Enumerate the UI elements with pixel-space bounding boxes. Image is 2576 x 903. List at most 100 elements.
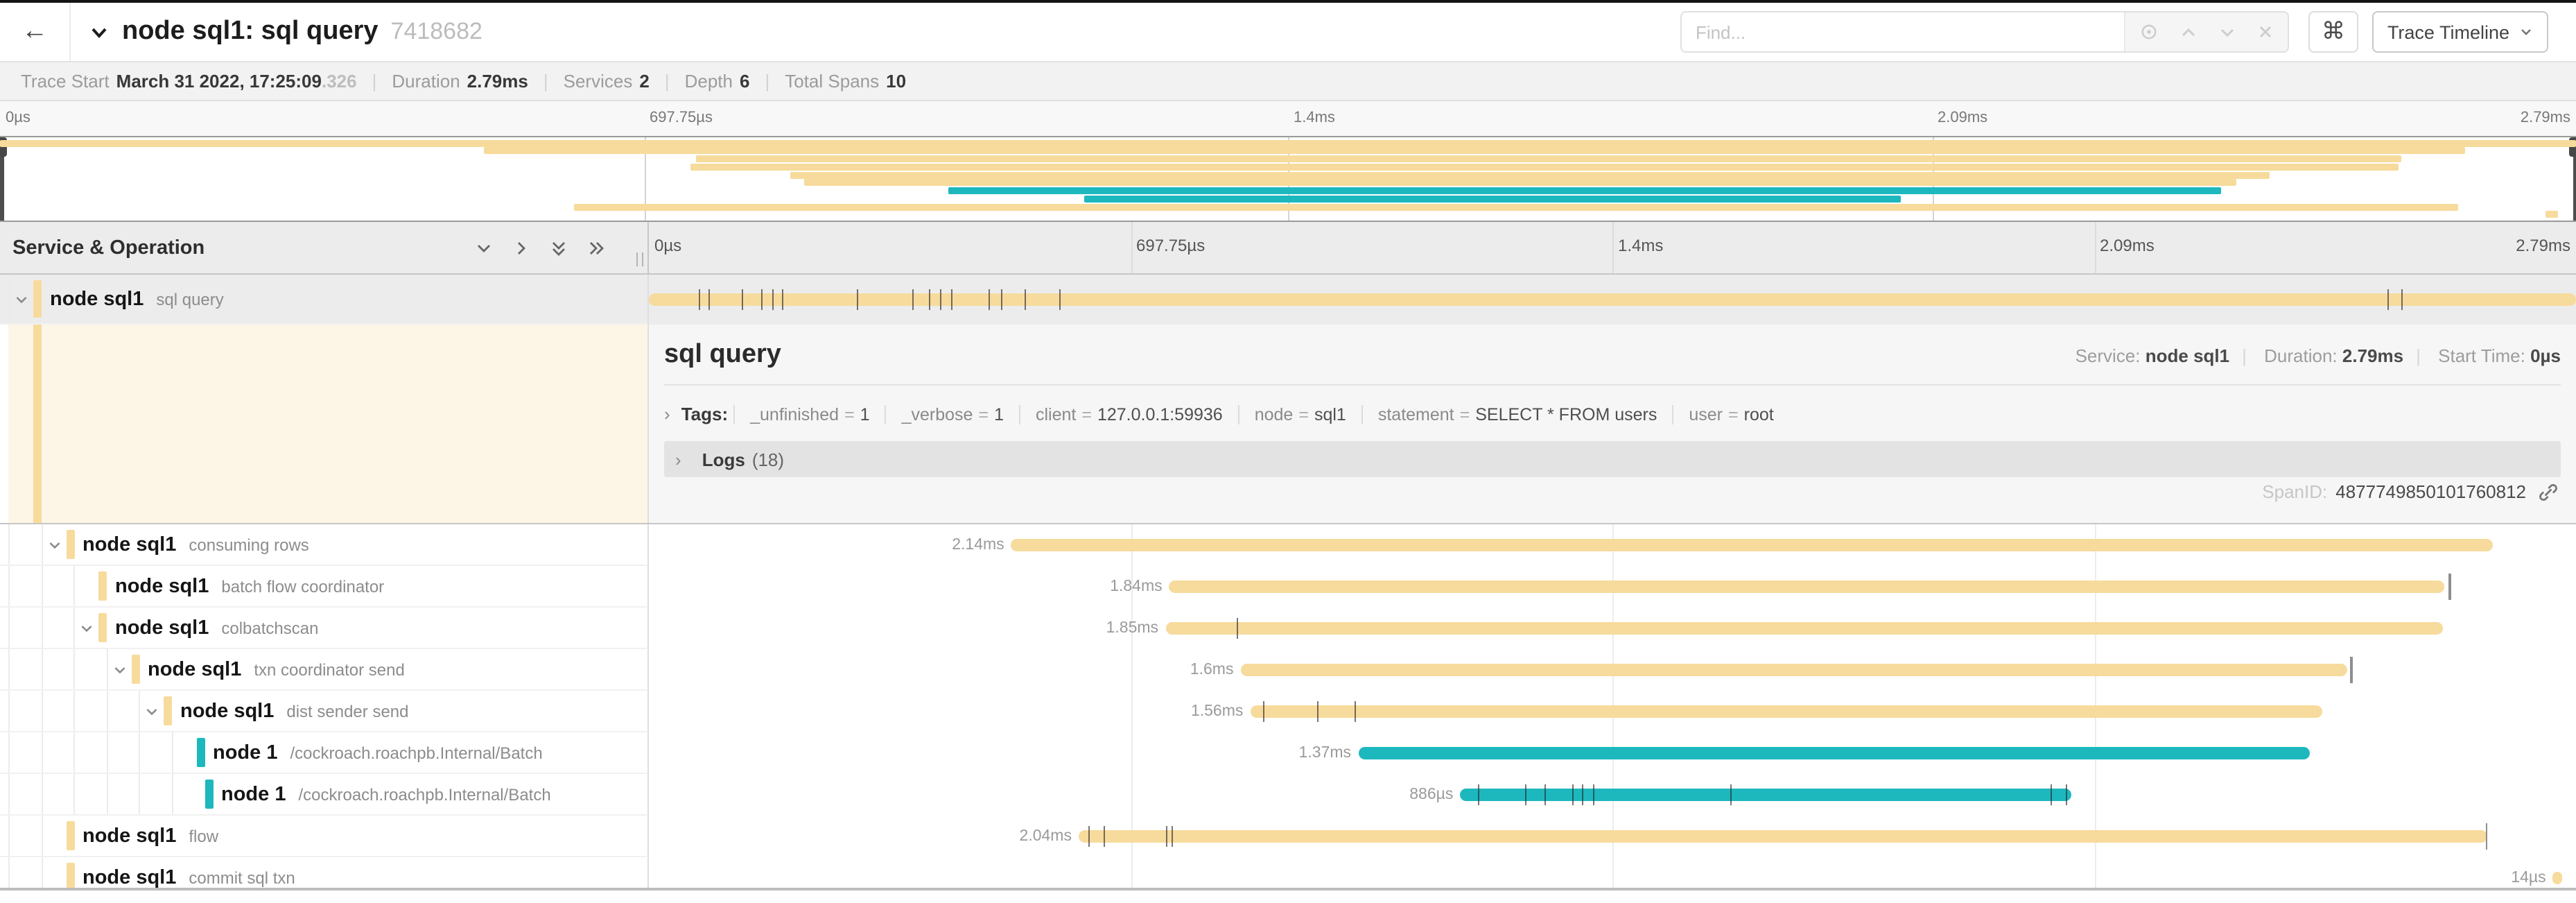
tree-guide-line: [41, 732, 42, 773]
span-tree-row[interactable]: node sql1 dist sender send: [0, 691, 649, 732]
tag-key: node: [1254, 404, 1294, 424]
service-value: node sql1: [2145, 345, 2230, 366]
span-bar-cell: 886µs: [649, 774, 2576, 816]
gridline: [1288, 137, 1289, 221]
span-duration-bar[interactable]: [1011, 539, 2494, 551]
deep-link-icon[interactable]: [2539, 482, 2558, 501]
span-service-name: node sql1: [82, 866, 177, 888]
span-tree-row[interactable]: node 1/cockroach.roachpb.Internal/Batch: [0, 774, 649, 816]
view-selector-button[interactable]: Trace Timeline: [2372, 11, 2548, 53]
span-collapse-chevron-icon[interactable]: [46, 537, 62, 552]
log-marker-tick: [1088, 826, 1090, 847]
tag-value: 1: [994, 404, 1004, 424]
back-button[interactable]: ←: [0, 3, 71, 61]
span-collapse-chevron-icon[interactable]: [79, 620, 94, 635]
tag-key: _verbose: [901, 404, 973, 424]
find-clear-icon[interactable]: [2257, 24, 2274, 40]
collapse-one-icon[interactable]: [474, 238, 494, 257]
span-tree-row[interactable]: node sql1 commit sql txn: [0, 857, 649, 888]
span-operation-name: commit sql txn: [189, 868, 295, 887]
span-bar-cell: 1.56ms: [649, 691, 2576, 732]
span-bar-cell: 2.14ms: [649, 524, 2576, 566]
log-marker-tick: [1001, 289, 1003, 310]
span-operation-name: /cockroach.roachpb.Internal/Batch: [290, 743, 543, 762]
span-duration-bar[interactable]: [649, 293, 2576, 306]
minimap-span-bar: [695, 155, 2401, 163]
span-duration-bar[interactable]: [1165, 622, 2444, 635]
span-name-wrapper: node sql1 commit sql txn: [82, 866, 295, 888]
minimap-right-scrubber[interactable]: [2569, 137, 2576, 221]
span-name-wrapper: node sql1 dist sender send: [180, 700, 409, 722]
collapse-all-icon[interactable]: [549, 238, 568, 257]
span-duration-bar[interactable]: [1240, 664, 2347, 676]
meta-separator: |: [664, 71, 670, 92]
column-resize-grip[interactable]: [636, 252, 643, 266]
span-rows-viewport: node sql1 sql query sql query Service: no…: [0, 275, 2576, 888]
span-bar-cell: 1.37ms: [649, 732, 2576, 774]
tree-guide-line: [106, 691, 107, 731]
span-operation-name: txn coordinator send: [254, 660, 405, 679]
span-tree-row[interactable]: node sql1 flow: [0, 816, 649, 857]
span-duration-bar[interactable]: [1358, 747, 2310, 759]
span-service-name: node sql1: [115, 575, 209, 597]
span-name-wrapper: node 1/cockroach.roachpb.Internal/Batch: [221, 783, 551, 805]
span-bar-cell: 1.85ms: [649, 608, 2576, 649]
span-duration-bar[interactable]: [1169, 580, 2445, 593]
span-duration-bar[interactable]: [1250, 705, 2322, 718]
view-selector-label: Trace Timeline: [2387, 22, 2509, 42]
find-next-icon[interactable]: [2218, 23, 2236, 41]
span-tree-row[interactable]: node sql1 sql query: [0, 275, 649, 325]
log-marker-tick: [1572, 784, 1574, 805]
expand-one-icon[interactable]: [512, 238, 531, 257]
meta-value: 6: [740, 71, 750, 92]
find-prev-icon[interactable]: [2179, 23, 2198, 41]
tags-label: Tags:: [681, 404, 729, 424]
span-detail-left-gutter: [0, 325, 649, 523]
tree-guide-line: [41, 524, 42, 565]
span-bar-cell: 14µs: [649, 857, 2576, 888]
log-marker-tick: [1165, 826, 1167, 847]
minimap-canvas[interactable]: [0, 136, 2576, 222]
span-detail-header: sql query Service: node sql1 | Duration: …: [664, 325, 2561, 370]
logs-accordion[interactable]: › Logs (18): [664, 441, 2561, 477]
expand-all-icon[interactable]: [586, 238, 606, 257]
tag-value: 1: [860, 404, 870, 424]
log-marker-tick: [1581, 784, 1583, 805]
tree-guide-line: [41, 649, 42, 689]
trace-collapse-chevron-icon[interactable]: [89, 22, 110, 42]
span-name-wrapper: node sql1 flow: [82, 825, 218, 847]
keyboard-shortcuts-button[interactable]: ⌘: [2308, 11, 2358, 53]
span-collapse-chevron-icon[interactable]: [14, 291, 29, 307]
gridline: [644, 137, 645, 221]
span-tree-row[interactable]: node 1/cockroach.roachpb.Internal/Batch: [0, 732, 649, 774]
span-duration-bar[interactable]: [2552, 872, 2563, 884]
scrubber-handle-icon[interactable]: [0, 137, 6, 157]
logs-expander-icon[interactable]: ›: [675, 449, 681, 470]
span-collapse-chevron-icon[interactable]: [112, 662, 127, 677]
span-tree-row[interactable]: node sql1 batch flow coordinator: [0, 566, 649, 608]
meta-label: Services: [563, 71, 633, 92]
span-duration-bar[interactable]: [1460, 789, 2071, 801]
log-marker-tick: [1593, 784, 1595, 805]
tags-expander-icon[interactable]: ›: [664, 404, 670, 424]
gridline: [1612, 857, 1614, 888]
span-tree-row[interactable]: node sql1 consuming rows: [0, 524, 649, 566]
meta-value: 2: [639, 71, 650, 92]
span-collapse-chevron-icon[interactable]: [144, 703, 159, 719]
tags-accordion[interactable]: › Tags: _unfinished = 1 _verbose = 1 client = 12…: [664, 399, 2561, 429]
span-duration-bar[interactable]: [1078, 830, 2488, 843]
gridline: [2094, 222, 2096, 273]
span-service-name: node 1: [221, 783, 286, 805]
tree-guide-line: [73, 649, 75, 689]
scrubber-handle-icon[interactable]: [2569, 137, 2576, 157]
span-tree-row[interactable]: node sql1 colbatchscan: [0, 608, 649, 649]
minimap-left-scrubber[interactable]: [0, 137, 6, 221]
span-tree-row[interactable]: node sql1 txn coordinator send: [0, 649, 649, 691]
ruler-tick: 0µs: [654, 236, 682, 255]
span-color-accent: [33, 280, 42, 318]
locate-icon[interactable]: [2139, 22, 2159, 42]
ruler-tick: 2.79ms: [2516, 236, 2570, 255]
span-bar-cell: 1.84ms: [649, 566, 2576, 608]
log-marker-tick: [1263, 701, 1265, 722]
find-input[interactable]: [1681, 12, 2124, 51]
